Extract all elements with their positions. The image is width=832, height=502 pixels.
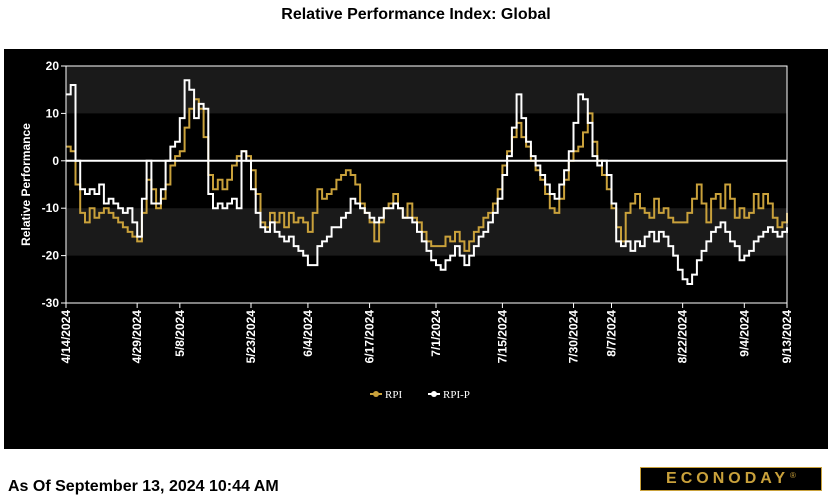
x-tick-label: 5/8/2024 — [173, 310, 187, 357]
logo-text: ECONODAY — [666, 470, 790, 487]
legend-swatch-marker — [431, 391, 437, 397]
x-tick-label: 8/7/2024 — [604, 310, 618, 357]
y-tick-label: 10 — [46, 106, 60, 120]
x-tick-label: 4/14/2024 — [59, 310, 73, 364]
x-tick-label: 4/29/2024 — [130, 310, 144, 364]
shaded-band-0 — [66, 66, 787, 114]
x-tick-label: 6/4/2024 — [301, 310, 315, 357]
y-tick-label: -20 — [42, 249, 60, 263]
x-tick-label: 9/4/2024 — [737, 310, 751, 357]
econoday-logo[interactable]: ECONODAY ® — [640, 467, 822, 491]
x-tick-label: 7/30/2024 — [567, 310, 581, 364]
y-tick-label: -10 — [42, 201, 60, 215]
y-tick-label: 0 — [52, 154, 59, 168]
legend-label: RPI — [385, 389, 402, 401]
y-tick-label: -30 — [42, 296, 60, 310]
x-tick-label: 6/17/2024 — [363, 310, 377, 364]
plot-frame — [65, 65, 788, 304]
chart-svg: 20 10 0 -10 -20 -304/14/2024 4/29/2024 5/8/2024… — [19, 59, 794, 401]
chart-title: Relative Performance Index: Global — [281, 6, 551, 23]
y-tick-label: 20 — [46, 59, 60, 73]
x-tick-label: 5/23/2024 — [244, 310, 258, 364]
series-line-rpi-p — [66, 79, 788, 285]
x-tick-label: 9/13/2024 — [780, 310, 794, 364]
x-tick-label: 8/22/2024 — [676, 310, 690, 364]
legend-swatch-marker — [373, 391, 379, 397]
x-tick-label: 7/1/2024 — [429, 310, 443, 357]
registered-mark-icon: ® — [790, 470, 796, 480]
legend-label: RPI-P — [443, 389, 470, 401]
as-of-timestamp: As Of September 13, 2024 10:44 AM — [8, 478, 279, 495]
y-axis-label: Relative Performance — [19, 123, 33, 246]
chart-panel: 20 10 0 -10 -20 -30 4/14/2024 4/29/2024 5/8/2024… — [4, 49, 828, 491]
x-tick-label: 7/15/2024 — [495, 310, 509, 364]
